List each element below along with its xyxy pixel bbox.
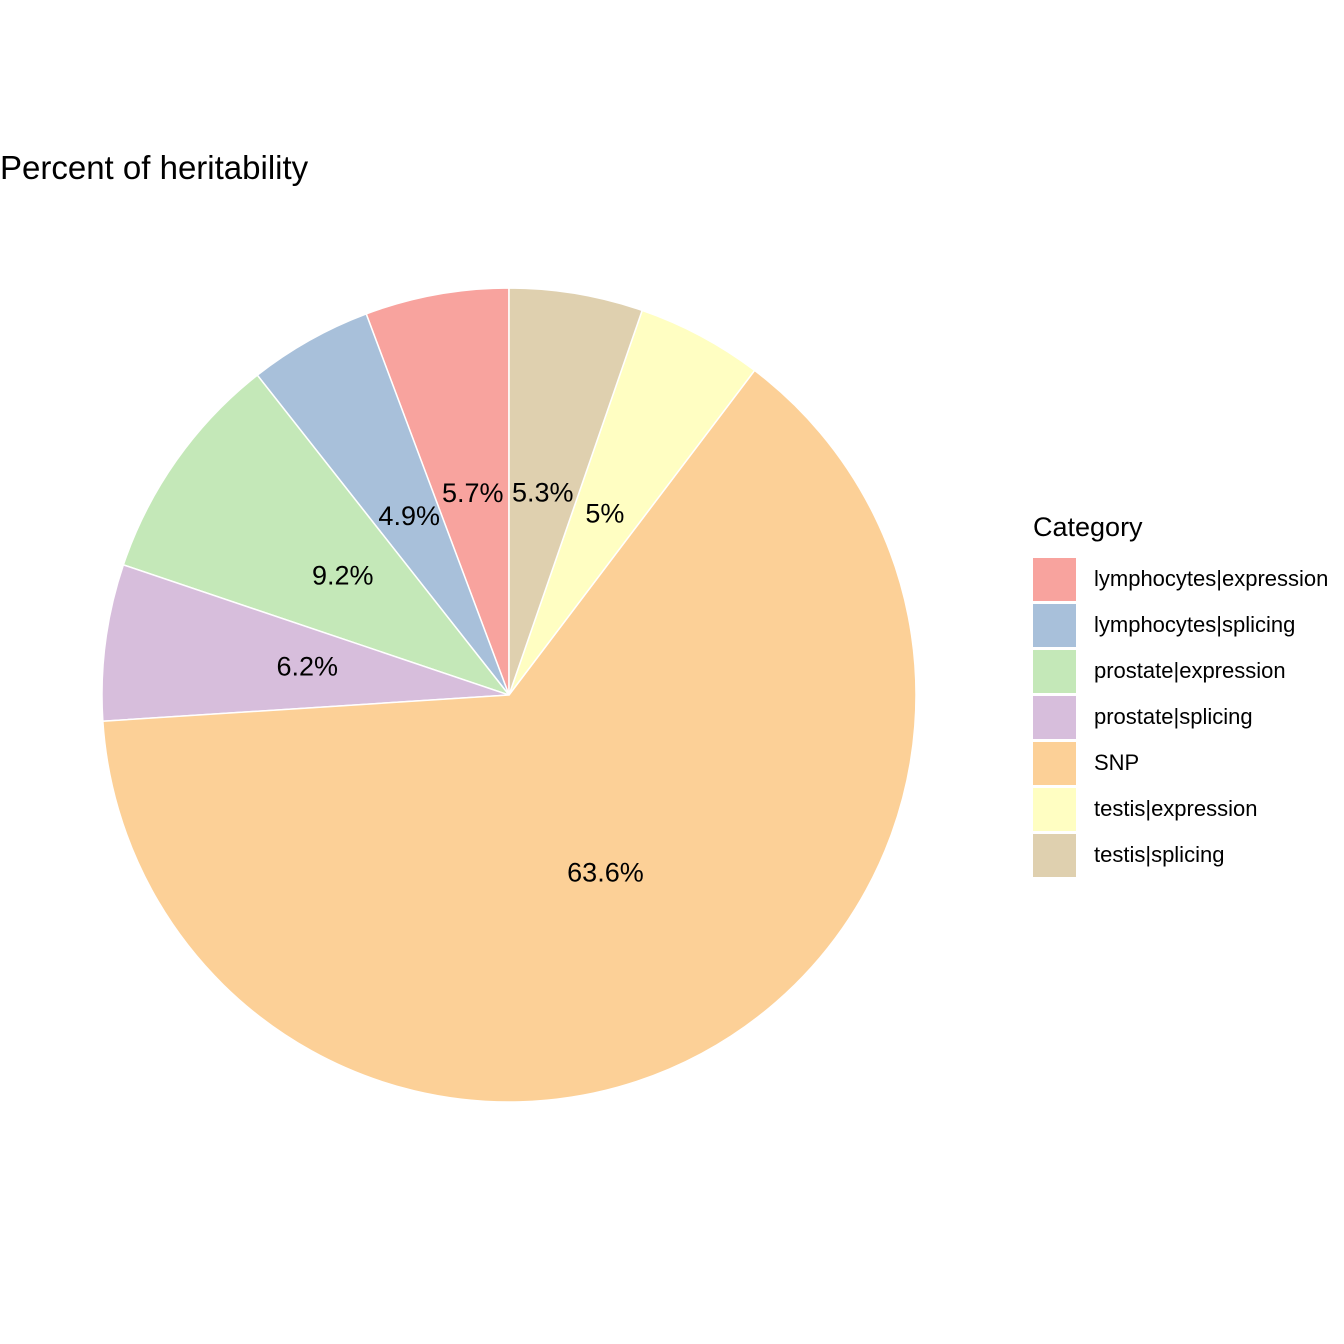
legend-swatch: [1033, 833, 1076, 877]
slice-label-testis-splicing: 5.3%: [512, 477, 574, 507]
legend-items: lymphocytes|expression lymphocytes|splici…: [1033, 556, 1328, 878]
legend-swatch: [1033, 649, 1076, 693]
chart-title: Percent of heritability: [0, 149, 309, 186]
legend-item-testis-splicing: testis|splicing: [1033, 832, 1328, 878]
legend-swatch: [1033, 603, 1076, 647]
legend-item-prostate-splicing: prostate|splicing: [1033, 694, 1328, 740]
legend: Category lymphocytes|expression lymphocyt…: [1033, 510, 1328, 878]
slice-label-testis-expression: 5%: [585, 499, 624, 529]
pie-slice-prostate-expression: [122, 374, 512, 697]
legend-label: testis|splicing: [1094, 842, 1225, 867]
pie-slice-lymphocytes-expression: [365, 287, 510, 696]
slice-label-prostate-expression: 9.2%: [312, 561, 374, 591]
pie-slices: [101, 287, 917, 1103]
legend-label: lymphocytes|splicing: [1094, 612, 1296, 637]
legend-item-lymphocytes-expression: lymphocytes|expression: [1033, 556, 1328, 602]
legend-label: SNP: [1094, 750, 1140, 775]
legend-label: prostate|expression: [1094, 658, 1286, 683]
slice-label-prostate-splicing: 6.2%: [276, 652, 338, 682]
slice-label-lymphocytes-expression: 5.7%: [442, 478, 504, 508]
legend-item-prostate-expression: prostate|expression: [1033, 648, 1328, 694]
legend-label: prostate|splicing: [1094, 704, 1253, 729]
legend-swatch: [1033, 741, 1076, 785]
pie-slice-prostate-splicing: [101, 563, 510, 723]
slice-label-lymphocytes-splicing: 4.9%: [378, 501, 440, 531]
pie-slice-testis-splicing: [508, 287, 644, 696]
legend-swatch: [1033, 787, 1076, 831]
pie-slice-labels: 5.7%4.9%9.2% 6.2% 63.6% 5% 5.3%: [276, 477, 643, 887]
legend-label: testis|expression: [1094, 796, 1258, 821]
legend-title: Category: [1033, 512, 1143, 542]
legend-item-testis-expression: testis|expression: [1033, 786, 1328, 832]
pie-slice-snp: [102, 369, 917, 1103]
slice-label-snp: 63.6%: [567, 857, 644, 887]
legend-label: lymphocytes|expression: [1094, 566, 1329, 591]
legend-item-snp: SNP: [1033, 740, 1328, 786]
legend-swatch: [1033, 557, 1076, 601]
legend-swatch: [1033, 695, 1076, 739]
legend-item-lymphocytes-splicing: lymphocytes|splicing: [1033, 602, 1328, 648]
